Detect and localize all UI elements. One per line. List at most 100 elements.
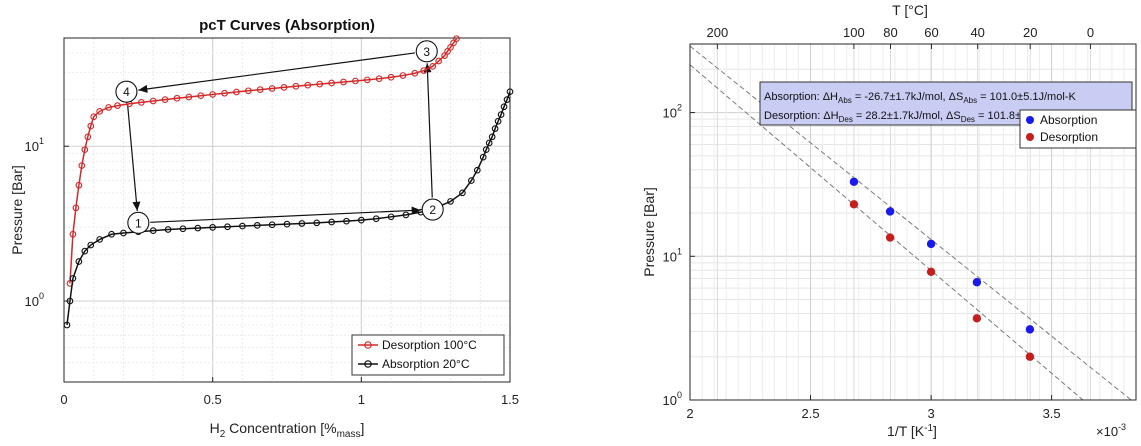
right-x-tick-label: 3.5 xyxy=(1043,406,1061,421)
left-x-axis-label: H2 Concentration [%mass] xyxy=(210,420,365,440)
left-xlabel-close: ] xyxy=(361,420,365,436)
left-series-point xyxy=(105,104,112,111)
cycle-arrow-line xyxy=(138,52,415,91)
right-x-axis-label: 1/T [K-1] xyxy=(887,423,937,439)
left-series xyxy=(63,35,514,329)
left-legend-box xyxy=(351,334,505,376)
left-series-point xyxy=(494,117,502,125)
cycle-step-label: 1 xyxy=(135,216,142,230)
des-t2: = 28.2±1.7kJ/mol, ΔS xyxy=(853,110,961,122)
legend-absorption-dot xyxy=(1026,116,1034,124)
left-series-point xyxy=(185,93,193,101)
left-series-point xyxy=(224,223,231,231)
left-grid xyxy=(64,38,510,383)
left-series-point xyxy=(194,224,202,232)
left-series-point xyxy=(363,76,371,84)
left-series-point xyxy=(179,225,187,233)
left-series-point xyxy=(491,125,499,132)
x-scale-base: ×10 xyxy=(1096,424,1118,439)
left-series-point xyxy=(239,222,246,230)
left-series-point xyxy=(387,213,395,221)
right-y-tick-label: 102 xyxy=(663,103,682,121)
left-series-point xyxy=(72,204,80,212)
legend-absorption-label: Absorption 20°C xyxy=(382,357,470,371)
legend-desorption-dot xyxy=(1026,133,1034,141)
left-series-point xyxy=(108,230,115,238)
left-series-point xyxy=(479,153,487,161)
left-series-point xyxy=(352,77,359,85)
right-xlabel-main: 1/T [K xyxy=(887,423,925,439)
des-t1: Desorption: ΔH xyxy=(764,110,839,122)
left-arrows xyxy=(126,52,433,223)
right-y-tick-label: 101 xyxy=(663,246,682,264)
left-series-point xyxy=(467,177,475,184)
right-top-axis-label: T [°C] xyxy=(892,2,928,18)
legend-desorption-marker xyxy=(364,341,372,349)
right-top-tick-label: 100 xyxy=(843,25,865,40)
right-top-tick-label: 40 xyxy=(970,25,984,40)
left-series-point xyxy=(66,297,74,305)
absorption-point xyxy=(972,278,982,287)
left-series-point xyxy=(387,73,395,81)
left-y-tick-label: 100 xyxy=(25,291,44,309)
left-legend: Desorption 100°C Absorption 20°C xyxy=(351,334,505,376)
right-x-scale-factor: ×10-3 xyxy=(1096,422,1126,439)
left-series-point xyxy=(268,85,276,92)
abs-t3: = 101.0±5.1J/mol-K xyxy=(977,91,1076,103)
left-series-point xyxy=(75,181,83,189)
fit-line xyxy=(689,45,1132,401)
left-series-point xyxy=(399,72,407,79)
right-x-tick-label: 2.5 xyxy=(802,406,820,421)
cycle-arrow-line xyxy=(126,103,138,211)
left-series-point xyxy=(357,216,365,224)
left-series-point xyxy=(482,146,490,154)
left-xlabel-unit: mass xyxy=(337,429,361,440)
fit-line xyxy=(689,64,1084,401)
left-series-point xyxy=(435,57,442,65)
left-series-point xyxy=(137,99,145,106)
left-series-point xyxy=(429,62,437,70)
left-series-point xyxy=(164,226,172,233)
left-series-point xyxy=(304,81,312,89)
left-series-point xyxy=(497,111,505,118)
left-series-point xyxy=(84,133,92,141)
left-series-point xyxy=(485,139,493,147)
desorption-point xyxy=(885,233,895,242)
left-series-point xyxy=(488,133,496,141)
right-legend-box xyxy=(1019,109,1137,149)
left-series-point xyxy=(90,113,98,121)
left-series-point xyxy=(87,241,95,249)
left-series-point xyxy=(280,84,288,91)
right-plot-frame xyxy=(689,43,1137,401)
cycle-arrow-head xyxy=(138,84,148,93)
left-series-point xyxy=(506,88,514,96)
right-legend: Absorption Desorption xyxy=(1019,109,1137,149)
left-series-point xyxy=(253,222,261,229)
left-series-point xyxy=(500,103,508,111)
cycle-arrow-line xyxy=(150,209,421,223)
left-plot-frame xyxy=(63,37,511,383)
right-xlabel-close: ] xyxy=(933,423,937,439)
left-series-point xyxy=(75,258,83,265)
left-series-point xyxy=(233,88,240,96)
cycle-step-marker xyxy=(115,80,138,103)
left-series-point xyxy=(173,94,181,102)
left-series-point xyxy=(283,220,291,228)
right-top-tick-label: 60 xyxy=(924,25,938,40)
left-y-tick-label: 101 xyxy=(25,136,44,154)
left-series-point xyxy=(420,67,428,74)
right-top-tick-label: 20 xyxy=(1023,25,1037,40)
abs-s1: Abs xyxy=(838,96,852,105)
abs-t1: Absorption: ΔH xyxy=(764,91,838,103)
left-series-point xyxy=(81,146,89,154)
left-callouts: 1 2 3 4 xyxy=(115,40,444,234)
left-series-line-1 xyxy=(66,91,511,326)
info-absorption-line: Absorption: ΔHAbs = -26.7±1.7kJ/mol, ΔSA… xyxy=(764,91,1076,105)
right-legend-absorption-label: Absorption xyxy=(1040,113,1097,127)
left-series-point xyxy=(96,107,104,115)
left-series-point xyxy=(87,122,95,130)
left-series-point xyxy=(328,218,335,226)
des-s2: Des xyxy=(961,115,975,124)
left-chart-title: pcT Curves (Absorption) xyxy=(199,17,375,34)
